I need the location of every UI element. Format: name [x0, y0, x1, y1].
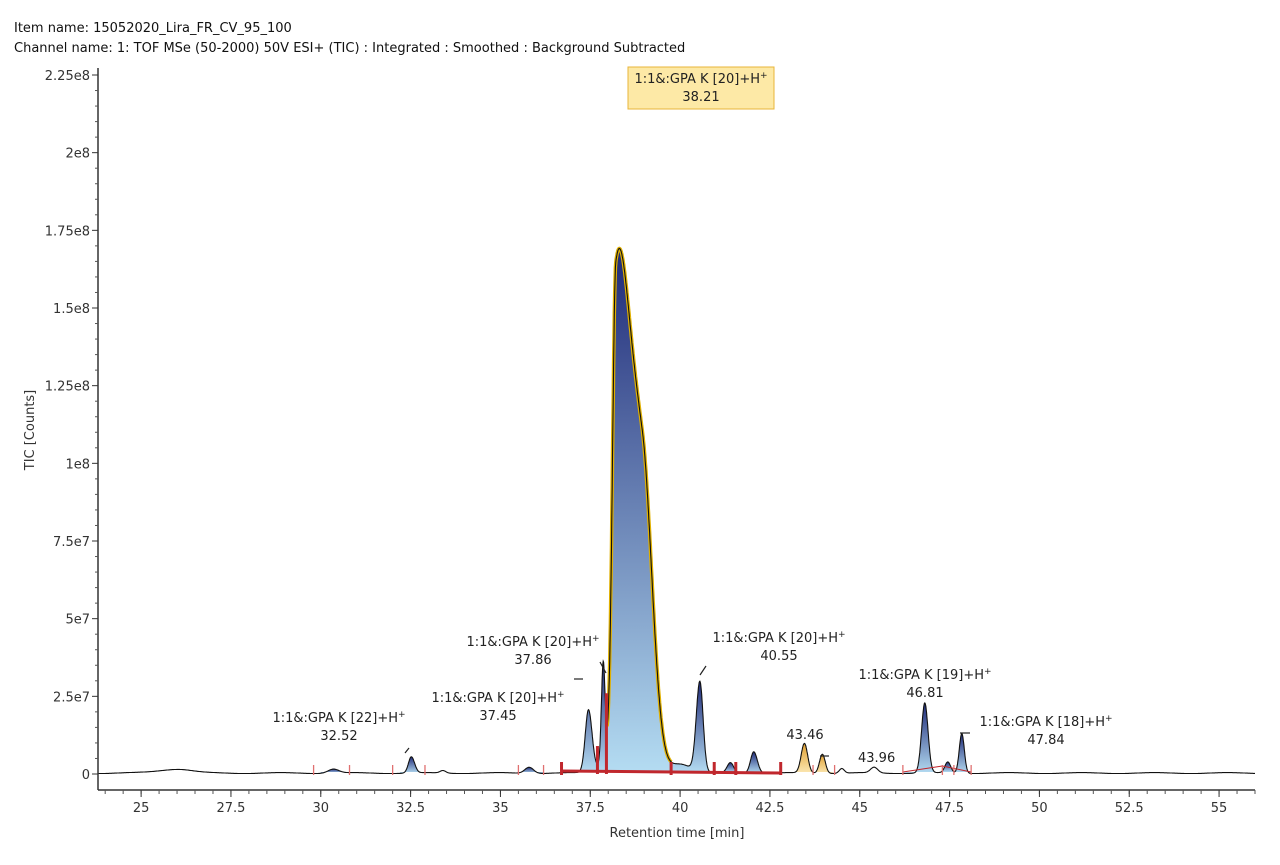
x-tick-label: 45 [851, 801, 868, 816]
peak-area [671, 681, 715, 773]
annotation-name: 1:1&:GPA K [20]+H+ [466, 634, 599, 650]
annotation-rt: 38.21 [682, 90, 719, 105]
annotation-name-text: 1:1&:GPA K [22]+H [272, 711, 398, 726]
annotation-charge: + [1105, 714, 1113, 724]
annotation-charge: + [984, 667, 992, 677]
annotation-rt: 47.84 [1027, 733, 1064, 748]
item-name: Item name: 15052020_Lira_FR_CV_95_100 [14, 21, 292, 36]
peak-annotation[interactable]: 1:1&:GPA K [20]+H+37.86 [466, 634, 607, 674]
x-tick-label: 42.5 [755, 801, 784, 816]
x-axis-label: Retention time [min] [610, 826, 745, 841]
annotation-rt: 37.45 [479, 709, 516, 724]
annotation-name: 1:1&:GPA K [18]+H+ [979, 714, 1112, 730]
x-tick-label: 55 [1211, 801, 1228, 816]
y-tick-label: 1.75e8 [45, 224, 90, 239]
annotation-rt: 46.81 [906, 686, 943, 701]
annotation-charge: + [838, 630, 846, 640]
peak-area [902, 702, 943, 774]
peak-annotation[interactable]: 1:1&:GPA K [20]+H+40.55 [699, 630, 846, 676]
x-tick-label: 35 [492, 801, 509, 816]
annotation-name: 1:1&:GPA K [20]+H+ [712, 630, 845, 646]
x-tick-label: 50 [1031, 801, 1048, 816]
annotation-leader [599, 661, 607, 674]
peak-area [953, 733, 972, 774]
peak-area [813, 754, 833, 774]
y-tick-label: 1.5e8 [53, 302, 90, 317]
y-tick-label: 2.5e7 [53, 690, 90, 705]
peak-area [320, 769, 350, 774]
y-axis-label: TIC [Counts] [23, 390, 38, 472]
channel-name: Channel name: 1: TOF MSe (50-2000) 50V E… [14, 41, 685, 56]
annotation-charge: + [398, 710, 406, 720]
peak-annotation[interactable]: 1:1&:GPA K [18]+H+47.84 [960, 714, 1113, 748]
y-tick-label: 0 [82, 768, 90, 783]
tic-trace [98, 247, 1255, 775]
annotation-name: 1:1&:GPA K [19]+H+ [858, 667, 991, 683]
peak-annotation[interactable]: 1:1&:GPA K [22]+H+32.52 [272, 710, 410, 754]
peak-annotation[interactable]: 43.46 [786, 728, 823, 743]
annotation-charge: + [760, 71, 768, 81]
peak-area [714, 762, 736, 773]
annotation-rt: 43.46 [786, 728, 823, 743]
x-tick-label: 47.5 [935, 801, 964, 816]
peak-annotation[interactable]: 1:1&:GPA K [20]+H+38.21 [627, 66, 775, 110]
annotation-charge: + [557, 690, 565, 700]
annotation-name: 1:1&:GPA K [22]+H+ [272, 710, 405, 726]
y-tick-label: 2e8 [65, 147, 90, 162]
annotation-name-text: 1:1&:GPA K [18]+H [979, 715, 1105, 730]
annotation-highlight-box [627, 66, 775, 110]
peak-area [399, 756, 424, 774]
annotation-rt: 43.96 [858, 751, 895, 766]
y-tick-label: 7.5e7 [53, 535, 90, 550]
peak-area [518, 767, 544, 774]
integration-baseline [942, 765, 972, 773]
annotation-name: 1:1&:GPA K [20]+H+ [431, 690, 564, 706]
peak-annotation[interactable]: 1:1&:GPA K [19]+H+46.81 [858, 667, 991, 701]
x-tick-label: 40 [672, 801, 689, 816]
annotation-rt: 40.55 [760, 649, 797, 664]
x-tick-label: 27.5 [216, 801, 245, 816]
annotation-name-text: 1:1&:GPA K [20]+H [431, 691, 557, 706]
annotation-name: 1:1&:GPA K [20]+H+ [634, 71, 767, 87]
annotation-name-text: 1:1&:GPA K [19]+H [858, 668, 984, 683]
x-tick-label: 52.5 [1115, 801, 1144, 816]
peak-area [735, 751, 781, 774]
peak-annotation[interactable]: 43.96 [820, 751, 895, 766]
x-tick-label: 30 [313, 801, 330, 816]
y-tick-label: 1.25e8 [45, 380, 90, 395]
peak-annotation[interactable]: 1:1&:GPA K [20]+H+37.45 [431, 678, 583, 724]
peak-area [606, 248, 672, 772]
y-tick-label: 1e8 [65, 457, 90, 472]
x-tick-label: 25 [133, 801, 150, 816]
annotation-name-text: 1:1&:GPA K [20]+H [712, 631, 838, 646]
annotation-leader [699, 665, 707, 676]
x-tick-label: 32.5 [396, 801, 425, 816]
x-tick-label: 37.5 [576, 801, 605, 816]
annotation-rt: 37.86 [514, 653, 551, 668]
y-tick-label: 2.25e8 [45, 69, 90, 84]
annotation-name-text: 1:1&:GPA K [20]+H [634, 72, 760, 87]
annotation-rt: 32.52 [320, 729, 357, 744]
integration-baseline [902, 765, 943, 773]
annotation-leader [404, 747, 410, 754]
annotation-name-text: 1:1&:GPA K [20]+H [466, 635, 592, 650]
annotation-charge: + [592, 634, 600, 644]
y-tick-label: 5e7 [65, 613, 90, 628]
